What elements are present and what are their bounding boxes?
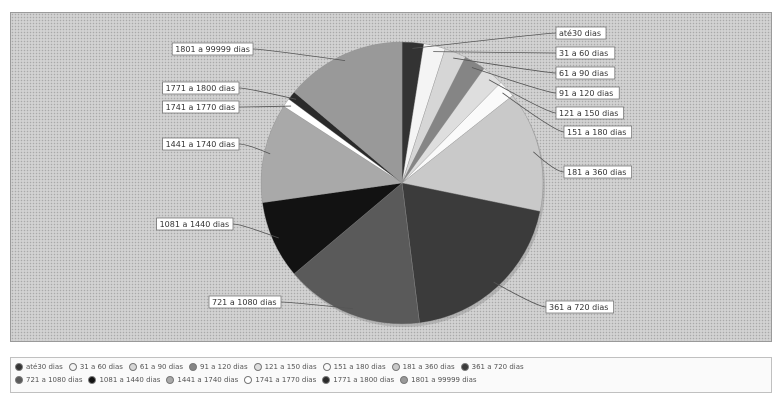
- slice-label-box: [555, 26, 607, 40]
- legend-label: 181 a 360 dias: [402, 363, 455, 371]
- legend-label: 1441 a 1740 dias: [177, 376, 239, 384]
- leader-line: [232, 223, 279, 239]
- leader-line: [280, 301, 353, 310]
- leader-line: [238, 105, 292, 108]
- slice-label: 181 a 360 dias: [567, 168, 626, 177]
- slice-label-box: [555, 66, 616, 80]
- slice-label-box: [162, 100, 240, 114]
- legend-label: 91 a 120 dias: [200, 363, 248, 371]
- legend-swatch: [322, 376, 331, 384]
- legend-swatch: [400, 376, 409, 384]
- slice-label-box: [171, 42, 254, 56]
- legend-swatch: [128, 363, 137, 371]
- legend-item: 31 a 60 dias: [68, 361, 123, 374]
- slice-label: 721 a 1080 dias: [212, 298, 277, 307]
- legend-swatch: [391, 363, 400, 371]
- slice-label-box: [156, 217, 234, 231]
- slice-label: 1081 a 1440 dias: [160, 220, 230, 229]
- pie-slice: [293, 182, 420, 325]
- leader-line: [433, 51, 557, 54]
- legend-row: 721 a 1080 dias 1081 a 1440 dias 1441 a 17…: [15, 374, 767, 387]
- legend-swatch: [15, 376, 23, 384]
- legend-swatch: [244, 376, 253, 384]
- leader-line: [502, 92, 565, 133]
- slice-label: 1741 a 1770 dias: [166, 103, 236, 112]
- legend-swatch: [15, 363, 23, 371]
- slice-label: 91 a 120 dias: [559, 89, 613, 98]
- legend-label: 31 a 60 dias: [79, 363, 123, 371]
- slice-label: 361 a 720 dias: [549, 303, 608, 312]
- legend-item: 721 a 1080 dias: [15, 374, 82, 387]
- legend-row: até30 dias 31 a 60 dias 61 a 90 dias 91 a 1…: [15, 361, 767, 374]
- leader-line: [471, 67, 557, 94]
- legend-item: 61 a 90 dias: [128, 361, 184, 374]
- legend-item: 121 a 150 dias: [253, 361, 317, 374]
- legend-item: 1801 a 99999 dias: [400, 374, 477, 387]
- legend-label: 1741 a 1770 dias: [255, 376, 317, 384]
- pie-slice: [401, 95, 544, 212]
- legend-swatch: [460, 363, 469, 371]
- slice-label-box: [162, 81, 240, 95]
- leader-line: [412, 32, 557, 49]
- legend-item: 1771 a 1800 dias: [322, 374, 394, 387]
- slice-label-box: [545, 300, 614, 314]
- pie-chart: até30 dias 31 a 60 dias 61 a 90 dias 91 a 1…: [156, 26, 632, 327]
- leader-line: [488, 79, 557, 114]
- slice-label: 61 a 90 dias: [559, 69, 608, 78]
- slice-label-box: [162, 137, 240, 151]
- legend-item: 1441 a 1740 dias: [166, 374, 238, 387]
- legend-swatch: [189, 363, 198, 371]
- leader-line: [533, 151, 565, 173]
- slice-label-box: [208, 295, 282, 309]
- slice-label-box: [555, 106, 624, 120]
- legend-swatch: [322, 363, 331, 371]
- legend-swatch: [68, 363, 77, 371]
- slice-label: 31 a 60 dias: [559, 49, 608, 58]
- slice-label: 1801 a 99999 dias: [175, 45, 250, 54]
- legend-label: 1801 a 99999 dias: [411, 376, 477, 384]
- slice-label-box: [555, 86, 620, 100]
- legend-item: até30 dias: [15, 361, 63, 374]
- legend-label: 721 a 1080 dias: [26, 376, 83, 384]
- leader-line: [238, 87, 297, 100]
- slice-label: 121 a 150 dias: [559, 109, 618, 118]
- slice-label: até30 dias: [559, 28, 601, 38]
- legend-swatch: [166, 376, 175, 384]
- pie-slice: [260, 105, 403, 203]
- legend-item: 181 a 360 dias: [391, 361, 455, 374]
- legend-item: 1741 a 1770 dias: [244, 374, 316, 387]
- pie-slice: [293, 41, 403, 184]
- leader-line: [453, 57, 557, 74]
- leader-line: [493, 281, 547, 308]
- legend: até30 dias 31 a 60 dias 61 a 90 dias 91 a 1…: [10, 357, 772, 393]
- legend-label: 1081 a 1440 dias: [99, 376, 161, 384]
- legend-label: até30 dias: [26, 363, 63, 371]
- slice-label-box: [563, 125, 632, 139]
- legend-swatch: [253, 363, 262, 371]
- slice-label: 1771 a 1800 dias: [166, 84, 236, 93]
- legend-item: 151 a 180 dias: [322, 361, 386, 374]
- leader-line: [238, 143, 271, 155]
- slice-label: 1441 a 1740 dias: [166, 140, 236, 149]
- slice-label: 151 a 180 dias: [567, 128, 626, 137]
- legend-swatch: [88, 376, 97, 384]
- plot-area: até30 dias 31 a 60 dias 61 a 90 dias 91 a 1…: [10, 12, 772, 342]
- legend-label: 61 a 90 dias: [139, 363, 184, 371]
- legend-item: 91 a 120 dias: [189, 361, 248, 374]
- leader-line: [252, 48, 346, 61]
- slice-label-box: [563, 165, 632, 179]
- legend-label: 361 a 720 dias: [471, 363, 524, 371]
- legend-label: 1771 a 1800 dias: [333, 376, 395, 384]
- pie-slice: [401, 182, 541, 324]
- legend-label: 121 a 150 dias: [264, 363, 317, 371]
- slice-label-box: [555, 46, 616, 60]
- legend-item: 1081 a 1440 dias: [88, 374, 160, 387]
- legend-item: 361 a 720 dias: [460, 361, 524, 374]
- legend-label: 151 a 180 dias: [333, 363, 386, 371]
